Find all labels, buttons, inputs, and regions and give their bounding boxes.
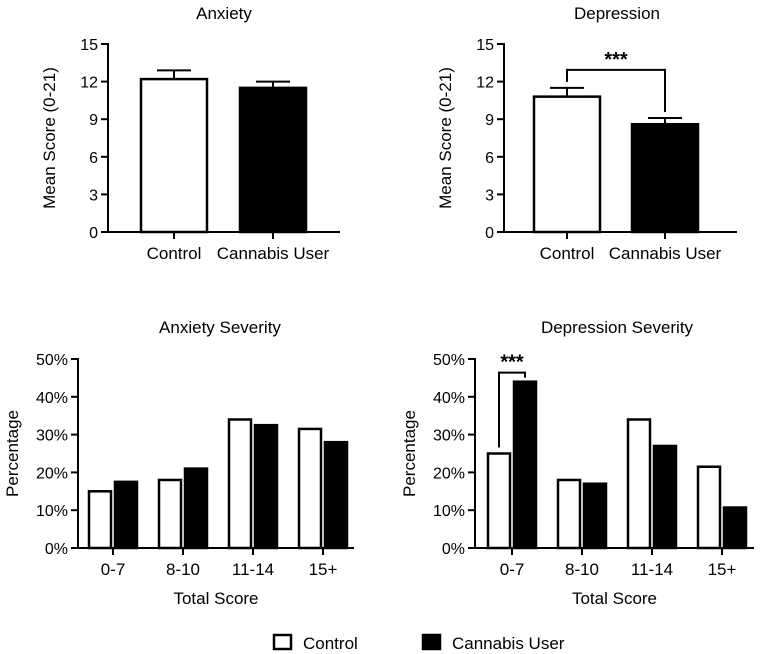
significance-bracket — [566, 68, 666, 112]
y-tick-label: 3 — [485, 187, 494, 204]
legend-item: Control — [272, 633, 358, 653]
bar-control — [696, 465, 722, 550]
chart-panel-4: Depression Severity 0% 10% 20% 30% 40% 50% Perc… — [400, 318, 754, 608]
x-tick-label: 11-14 — [631, 560, 673, 579]
legend-label: Control — [303, 634, 358, 653]
y-tick-label: 15 — [476, 37, 494, 54]
y-axis-label: Mean Score (0-21) — [40, 67, 59, 209]
legend: Control Cannabis User — [272, 633, 565, 653]
x-tick-label: 0-7 — [101, 560, 126, 579]
chart-title: Anxiety Severity — [159, 318, 281, 337]
x-tick-label: Control — [540, 244, 595, 263]
y-tick-label: 12 — [476, 75, 494, 92]
bar-control — [297, 427, 323, 550]
x-tick-label: 11-14 — [232, 560, 274, 579]
y-tick-label: 12 — [80, 75, 98, 92]
y-tick-label: 0 — [89, 225, 98, 242]
bar-control — [157, 478, 183, 550]
y-tick-label: 0% — [442, 541, 465, 558]
y-tick-label: 10% — [433, 503, 465, 520]
bar-control — [626, 418, 652, 550]
x-tick-label: 8-10 — [166, 560, 200, 579]
y-tick-label: 6 — [485, 150, 494, 167]
y-tick-label: 6 — [89, 150, 98, 167]
y-axis-label: Percentage — [3, 410, 22, 497]
y-tick-label: 40% — [36, 390, 68, 407]
y-tick-label: 0 — [485, 225, 494, 242]
legend-label: Cannabis User — [452, 634, 565, 653]
y-tick-label: 10% — [36, 503, 68, 520]
y-tick-label: 30% — [433, 428, 465, 445]
chart-panel-3: Anxiety Severity 0% 10% 20% 30% 40% 50% Percent… — [3, 318, 354, 608]
y-tick-label: 3 — [89, 187, 98, 204]
x-tick-label: 15+ — [708, 560, 737, 579]
bar-cannabis — [253, 423, 279, 550]
bar-cannabis — [630, 122, 700, 234]
y-axis-label: Percentage — [400, 410, 419, 497]
chart-panel-2: Depression 0 3 6 9 12 15 Mean Score (0-21) Contr… — [436, 4, 737, 263]
y-tick-label: 20% — [433, 465, 465, 482]
bar-control — [556, 478, 582, 550]
y-tick-label: 0% — [45, 541, 68, 558]
y-tick-label: 50% — [433, 352, 465, 369]
y-tick-label: 15 — [80, 37, 98, 54]
chart-title: Depression — [574, 4, 660, 23]
x-axis-label: Total Score — [173, 589, 258, 608]
bar-control — [532, 95, 602, 234]
x-tick-label: 15+ — [309, 560, 338, 579]
y-tick-label: 50% — [36, 352, 68, 369]
significance-bracket — [498, 371, 526, 448]
bar-cannabis — [323, 440, 349, 550]
bar-control — [139, 77, 209, 234]
bar-cannabis — [183, 467, 209, 550]
bar-control — [486, 452, 512, 550]
chart-title: Depression Severity — [541, 318, 694, 337]
significance-label: *** — [500, 352, 524, 374]
chart-title: Anxiety — [196, 4, 252, 23]
bar-control — [227, 418, 253, 550]
x-axis-label: Total Score — [572, 589, 657, 608]
y-tick-label: 9 — [89, 112, 98, 129]
chart-panel-1: Anxiety 0 3 6 9 12 15 Mean Score (0-21) Control C… — [40, 4, 340, 263]
bar-cannabis — [722, 506, 748, 550]
significance-label: *** — [604, 49, 628, 71]
x-tick-label: 0-7 — [500, 560, 525, 579]
x-tick-label: 8-10 — [565, 560, 599, 579]
legend-item: Cannabis User — [421, 633, 565, 653]
y-axis-label: Mean Score (0-21) — [436, 67, 455, 209]
x-tick-label: Control — [147, 244, 202, 263]
bar-cannabis — [652, 444, 678, 550]
bar-cannabis — [113, 480, 139, 550]
y-tick-label: 40% — [433, 390, 465, 407]
bar-cannabis — [238, 86, 308, 234]
y-tick-label: 30% — [36, 428, 68, 445]
y-tick-label: 9 — [485, 112, 494, 129]
legend-swatch-cannabis — [421, 633, 442, 651]
bar-control — [87, 490, 113, 550]
legend-swatch-control — [272, 633, 293, 651]
x-tick-label: Cannabis User — [609, 244, 722, 263]
bar-cannabis — [582, 482, 608, 550]
x-tick-label: Cannabis User — [217, 244, 330, 263]
bar-cannabis — [512, 380, 538, 550]
y-tick-label: 20% — [36, 465, 68, 482]
